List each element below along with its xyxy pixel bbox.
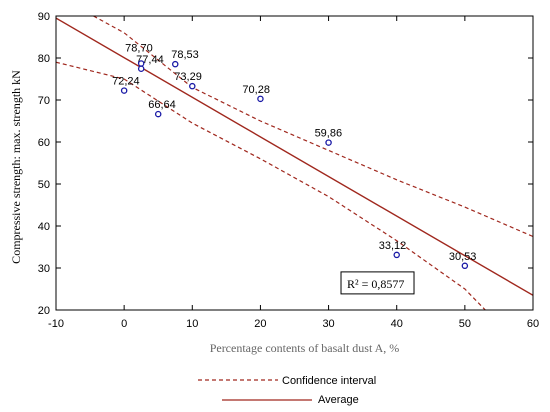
x-axis-title: Percentage contents of basalt dust A, %: [210, 341, 400, 355]
legend: Confidence interval Average: [198, 375, 376, 406]
data-point: [393, 251, 400, 259]
point-label: 73,29: [174, 71, 202, 83]
y-tick-label: 60: [38, 137, 50, 149]
annotation-frame: [340, 271, 415, 295]
axes: -10 0 10 20 30 40 50 60 20 30 40 50 60 70 80 90: [38, 11, 539, 330]
data-point: [257, 95, 264, 103]
legend-label-average: Average: [318, 394, 359, 406]
data-point: [137, 65, 145, 73]
x-tick-label: 50: [459, 318, 471, 330]
point-label: 30,53: [449, 251, 477, 263]
y-tick-label: 20: [38, 305, 50, 317]
data-point: [137, 60, 145, 67]
point-label: 66,64: [148, 99, 176, 111]
point-label: 78,70: [125, 42, 153, 54]
data-point: [171, 60, 179, 68]
point-label: 78,53: [171, 49, 199, 61]
point-label: 70,28: [242, 84, 270, 96]
data-points: 72,2477,4478,7066,6478,5373,2970,2859,86…: [112, 42, 477, 270]
fit-lines: [56, 16, 533, 310]
x-tick-label: -10: [48, 318, 64, 330]
point-label: 33,12: [379, 240, 407, 252]
x-tick-label: 20: [254, 318, 266, 330]
x-tick-label: 60: [527, 318, 539, 330]
annotation-text: R² = 0,8577: [347, 277, 404, 291]
y-tick-label: 50: [38, 179, 50, 191]
y-tick-label: 90: [38, 11, 50, 23]
point-label: 72,24: [112, 76, 140, 88]
r-squared-annotation: R² = 0,8577: [340, 271, 415, 295]
data-point: [461, 262, 469, 270]
y-axis-title: Compressive strength: max. strength kN: [9, 70, 23, 264]
regression-line: [56, 17, 533, 296]
axes-frame: [55, 15, 534, 311]
data-point: [325, 139, 332, 146]
data-point: [120, 87, 128, 94]
x-tick-label: 10: [186, 318, 198, 330]
y-tick-label: 30: [38, 263, 50, 275]
y-tick-label: 70: [38, 95, 50, 107]
y-tick-label: 80: [38, 53, 50, 65]
point-label: 59,86: [315, 128, 343, 140]
y-tick-label: 40: [38, 221, 50, 233]
data-point: [154, 110, 162, 118]
data-point: [189, 82, 196, 90]
x-tick-label: 40: [391, 318, 403, 330]
x-tick-label: 30: [322, 318, 334, 330]
confidence-lower-line: [56, 61, 486, 310]
legend-label-confidence: Confidence interval: [282, 375, 376, 387]
confidence-upper-line: [93, 16, 533, 238]
x-tick-label: 0: [121, 318, 127, 330]
